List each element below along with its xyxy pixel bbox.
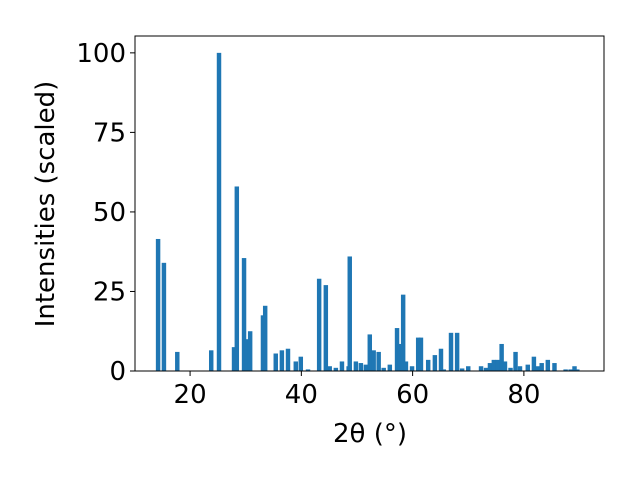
bar [262, 305, 268, 371]
plot-frame [134, 35, 605, 372]
x-tick-label: 40 [285, 380, 318, 410]
bar [293, 361, 299, 371]
bar [155, 238, 161, 371]
bar [415, 337, 421, 371]
x-tick-label: 60 [396, 380, 429, 410]
y-tick-label: 100 [76, 39, 126, 69]
x-tick-label: 80 [507, 380, 540, 410]
bar [400, 294, 406, 371]
bar [347, 256, 352, 371]
y-axis-label: Intensities (scaled) [31, 81, 61, 328]
bar [353, 361, 359, 371]
bar [432, 355, 438, 371]
bar [409, 366, 415, 371]
bar [513, 351, 518, 371]
bar [333, 367, 339, 371]
bar [517, 366, 523, 371]
bar [525, 364, 531, 371]
bar [316, 278, 322, 371]
bar [448, 332, 454, 371]
bar [358, 363, 364, 371]
bar [394, 328, 400, 371]
x-axis-label: 2θ (°) [333, 419, 407, 449]
bar [545, 359, 551, 371]
bar [298, 356, 304, 371]
bar [208, 350, 214, 371]
bar [572, 366, 577, 371]
bar [425, 359, 431, 371]
bar [441, 369, 446, 371]
bar [371, 350, 376, 371]
bar [216, 52, 222, 371]
bar [502, 361, 508, 371]
bar [285, 348, 291, 371]
bar [418, 337, 424, 371]
bar [539, 363, 544, 371]
bar [535, 366, 541, 371]
bar [495, 359, 500, 371]
bar [376, 351, 381, 371]
bar [568, 369, 573, 371]
bar [339, 361, 345, 371]
bar [575, 369, 580, 371]
bar [454, 332, 460, 371]
bar [327, 366, 332, 371]
bar [381, 367, 386, 371]
bar [234, 186, 240, 371]
bar [161, 262, 167, 371]
bar [403, 361, 409, 371]
bar [241, 258, 247, 371]
bar [478, 366, 484, 371]
bar [483, 367, 489, 371]
bar [499, 343, 504, 371]
bar [552, 363, 557, 371]
bar [397, 343, 403, 371]
y-tick-label: 75 [93, 118, 126, 148]
bar [459, 368, 465, 371]
bar [487, 363, 493, 371]
bar [244, 339, 250, 371]
bar [387, 364, 393, 371]
bar [466, 366, 471, 371]
y-tick-label: 0 [109, 357, 126, 387]
bar [531, 356, 537, 371]
bar [367, 334, 373, 371]
bar [438, 348, 444, 371]
bar [175, 351, 180, 371]
bar [305, 369, 311, 371]
bar [231, 347, 237, 371]
bar [273, 353, 278, 371]
x-tick-label: 20 [174, 380, 207, 410]
bar [563, 369, 568, 371]
bar [508, 367, 513, 371]
y-tick-label: 25 [93, 277, 126, 307]
bar [279, 350, 285, 371]
bar [323, 285, 329, 371]
bar [491, 359, 497, 371]
y-tick-label: 50 [93, 198, 126, 228]
bar [363, 364, 369, 371]
bar [247, 331, 253, 371]
